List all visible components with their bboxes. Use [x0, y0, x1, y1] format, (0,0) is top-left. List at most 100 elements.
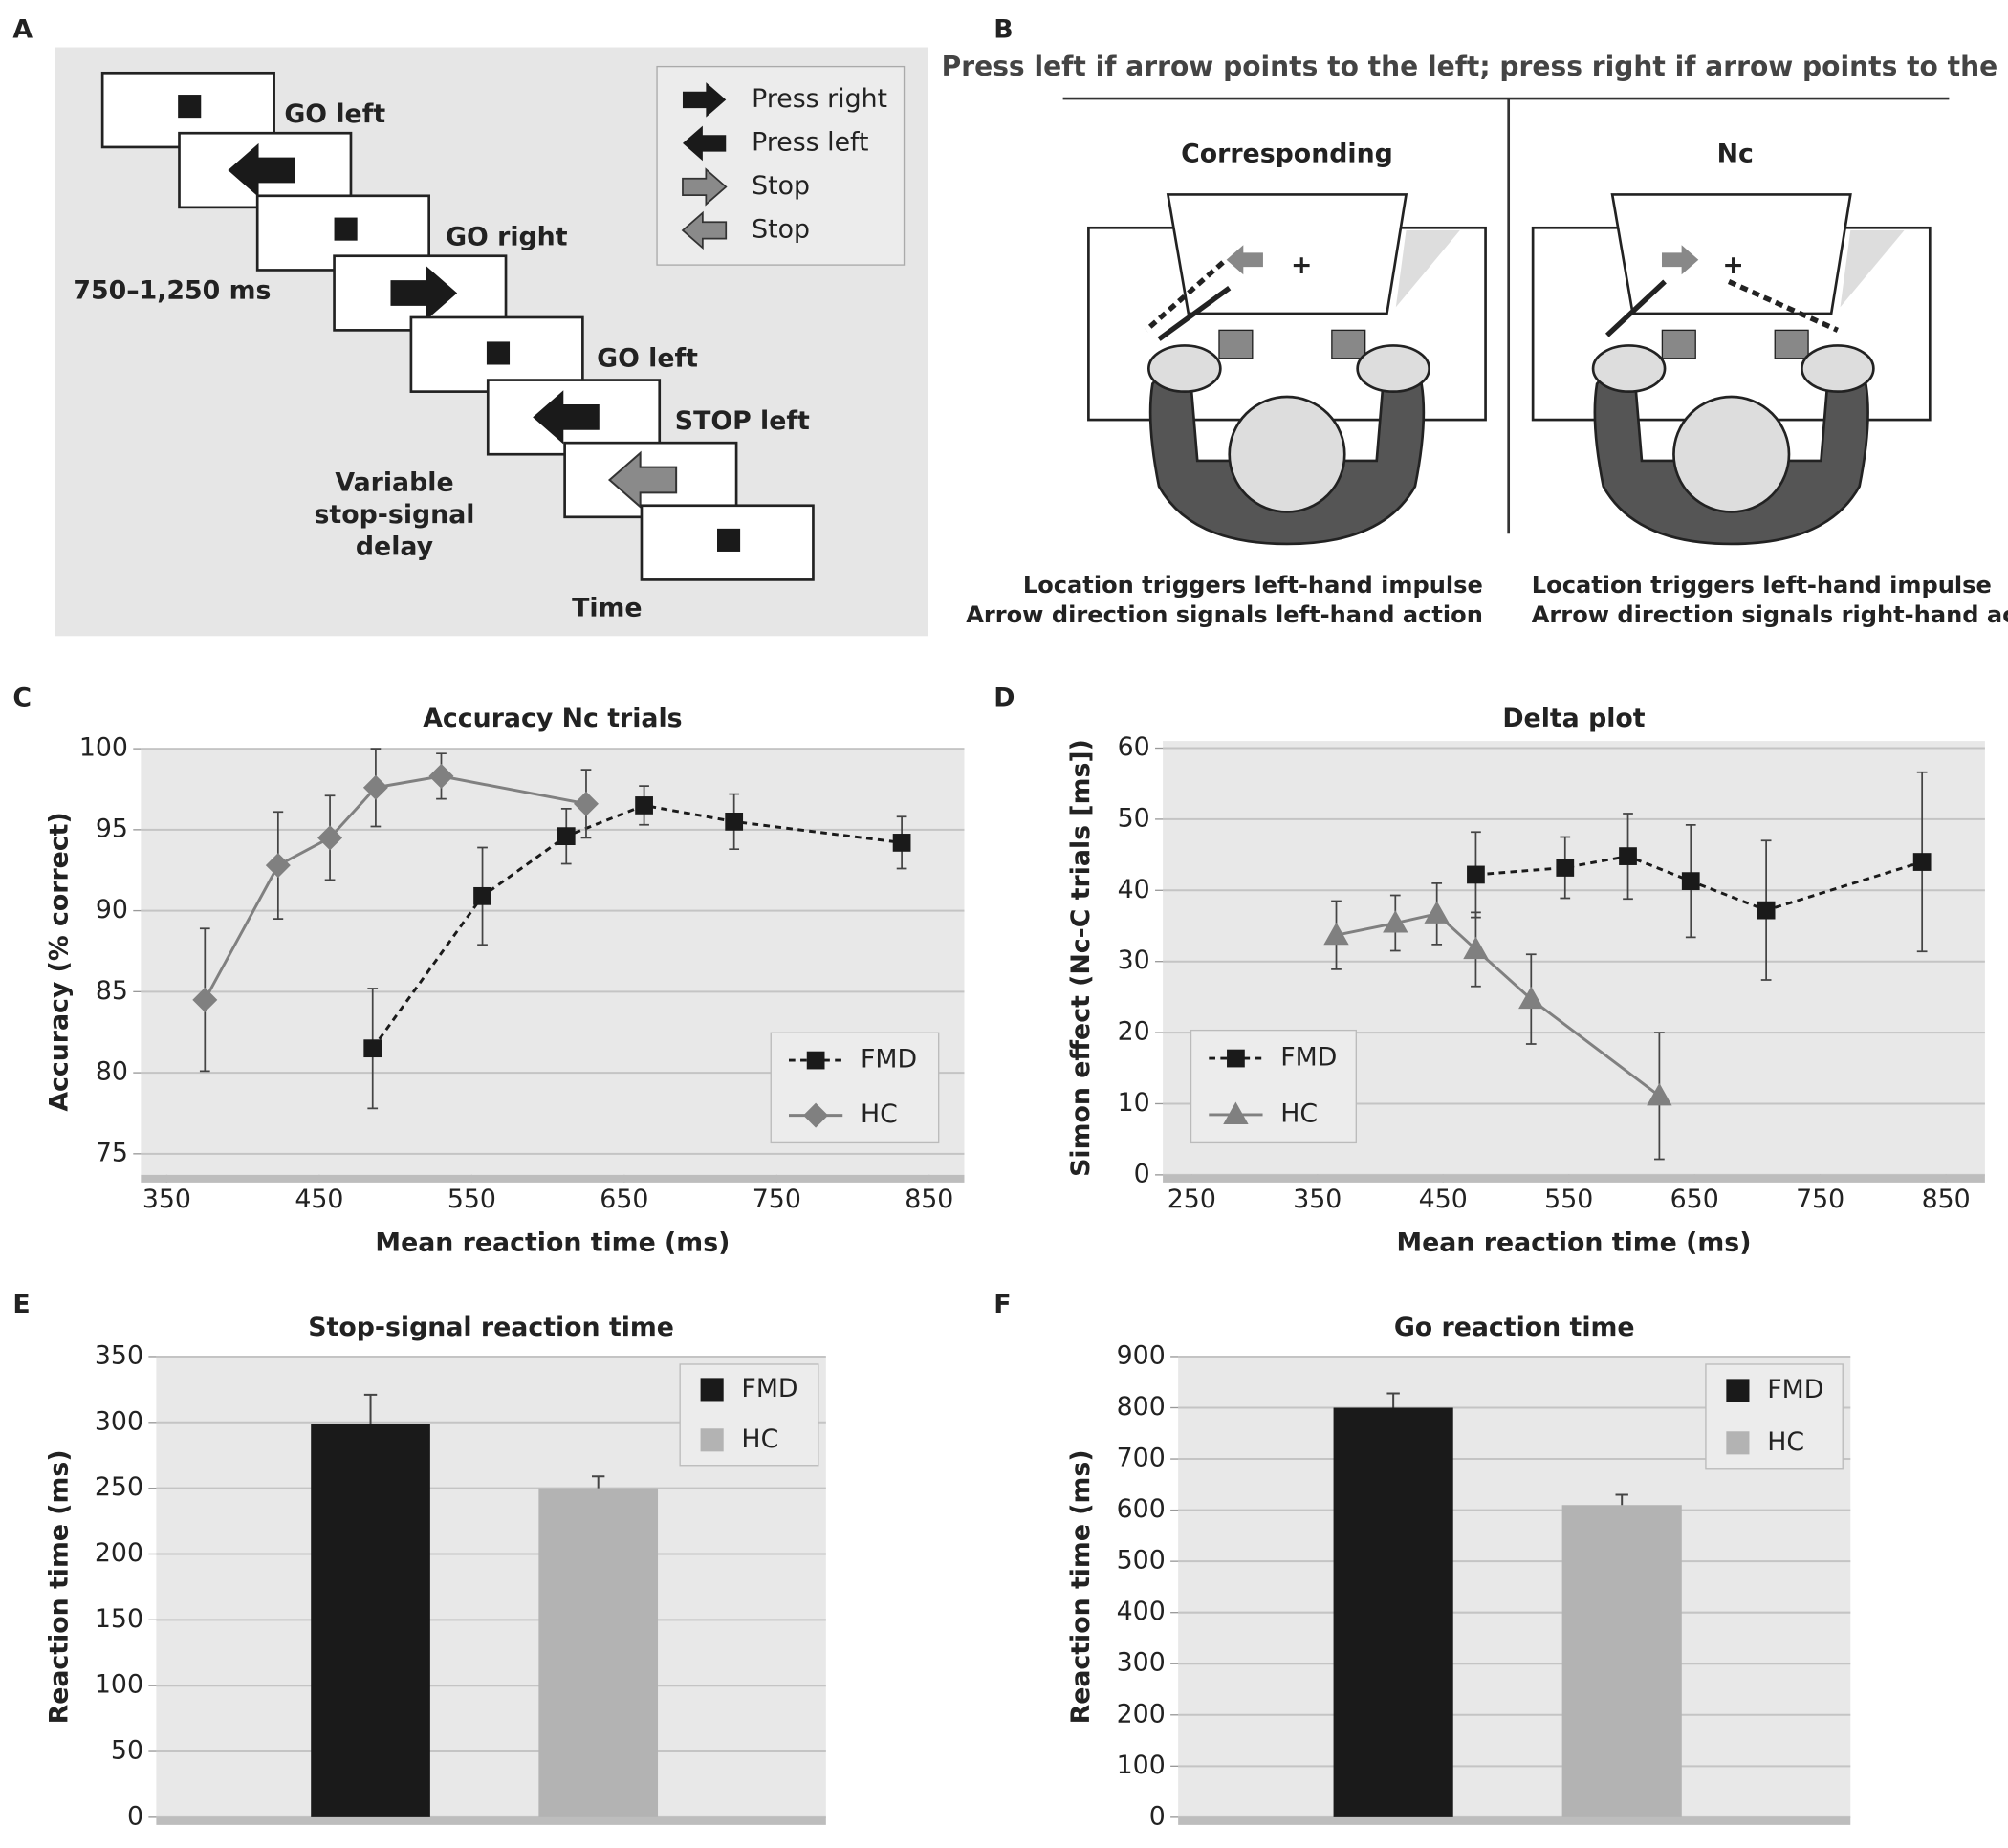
delay-label: Variable [335, 468, 453, 498]
x-tick-label: 450 [295, 1185, 343, 1214]
series-line [204, 774, 587, 1001]
bar [311, 1424, 430, 1817]
y-tick-label: 95 [96, 814, 128, 843]
legend-box [1190, 1029, 1357, 1144]
y-axis-label: Simon effect (Nc-C trials [ms]) [1066, 739, 1096, 1177]
legend-swatch [700, 1428, 724, 1452]
y-tick-label: 0 [1149, 1801, 1166, 1831]
y-tick-label: 300 [95, 1406, 143, 1436]
trial-label: GO left [284, 99, 385, 129]
panel-label: D [993, 683, 1015, 712]
fixation [717, 528, 741, 552]
time-label: Time [572, 594, 643, 623]
y-tick-label: 300 [1117, 1648, 1166, 1678]
caption: Arrow direction signals left-hand action [966, 601, 1483, 628]
series-line [1475, 855, 1923, 912]
legend-swatch [700, 1378, 724, 1402]
series-line [1336, 912, 1661, 1098]
y-axis-label: Accuracy (% correct) [44, 812, 74, 1111]
panel-label: B [993, 15, 1013, 45]
legend-text: Stop [752, 171, 810, 201]
marker [1383, 910, 1408, 933]
marker [428, 763, 454, 789]
chart-title: Delta plot [1502, 704, 1645, 733]
y-tick-label: 90 [96, 895, 128, 924]
marker [363, 1039, 382, 1058]
legend-text: HC [741, 1424, 778, 1454]
bar [538, 1488, 659, 1817]
y-tick-label: 50 [111, 1736, 143, 1766]
marker [1757, 901, 1776, 920]
x-axis-label: Mean reaction time (ms) [375, 1228, 730, 1258]
y-tick-label: 400 [1117, 1597, 1166, 1626]
x-tick-label: 850 [1922, 1185, 1971, 1214]
chart-title: Accuracy Nc trials [423, 704, 682, 733]
scene: + [1531, 193, 1932, 546]
y-tick-label: 500 [1117, 1546, 1166, 1576]
legend-text: FMD [861, 1045, 917, 1075]
marker [1323, 922, 1349, 946]
legend-text: FMD [1280, 1043, 1337, 1073]
y-tick-label: 80 [96, 1057, 128, 1087]
legend-text: Press right [752, 84, 887, 114]
y-tick-label: 150 [95, 1604, 143, 1634]
x-tick-label: 550 [447, 1185, 496, 1214]
panel-label: C [12, 683, 32, 712]
marker [635, 796, 653, 815]
svg-text:+: + [1291, 250, 1312, 280]
y-tick-label: 30 [1118, 946, 1150, 975]
x-tick-label: 250 [1168, 1185, 1216, 1214]
y-axis-label: Reaction time (ms) [44, 1449, 74, 1724]
x-tick-label: 650 [600, 1185, 648, 1214]
marker [557, 827, 576, 846]
chart-title: Go reaction time [1394, 1313, 1635, 1342]
delay-label: stop-signal [315, 500, 475, 530]
legend-swatch [1726, 1379, 1750, 1402]
y-tick-label: 100 [79, 733, 128, 763]
legend-marker [1223, 1101, 1249, 1124]
legend-marker [1227, 1049, 1245, 1068]
caption: Arrow direction signals right-hand actio… [1532, 601, 2008, 628]
condition-title: Nc [1717, 139, 1754, 168]
y-tick-label: 250 [95, 1472, 143, 1502]
marker [1619, 847, 1637, 865]
x-tick-label: 750 [753, 1185, 801, 1214]
svg-text:+: + [1722, 250, 1743, 280]
x-tick-label: 350 [1293, 1185, 1342, 1214]
marker [317, 825, 343, 851]
y-tick-label: 200 [95, 1538, 143, 1568]
y-axis-label: Reaction time (ms) [1066, 1449, 1096, 1724]
fixation [334, 217, 358, 241]
chart: Delta plot Simon effect (Nc-C trials [ms]… [1066, 704, 1985, 1258]
interval-label: 750–1,250 ms [73, 276, 271, 306]
legend-text: HC [1280, 1098, 1318, 1128]
marker [265, 853, 291, 879]
trial-label: GO right [446, 222, 568, 251]
marker [1681, 872, 1700, 890]
marker [1912, 853, 1932, 871]
y-tick-label: 75 [96, 1138, 128, 1167]
legend-text: FMD [741, 1374, 797, 1403]
x-tick-label: 850 [905, 1185, 953, 1214]
panel-label: F [993, 1290, 1011, 1319]
y-tick-label: 60 [1118, 732, 1150, 762]
y-tick-label: 350 [95, 1340, 143, 1370]
chart: Go reaction time Reaction time (ms) 0 100 20… [1066, 1313, 1851, 1831]
x-tick-label: 750 [1796, 1185, 1844, 1214]
y-tick-label: 200 [1117, 1699, 1166, 1728]
bar [1333, 1407, 1453, 1817]
marker [725, 813, 744, 831]
marker [362, 774, 388, 800]
y-tick-label: 50 [1118, 803, 1150, 833]
y-tick-label: 20 [1118, 1017, 1150, 1047]
trial-label: STOP left [675, 406, 810, 436]
x-tick-label: 650 [1670, 1185, 1719, 1214]
error-bar [1386, 1392, 1400, 1408]
panel-label: A [12, 15, 33, 45]
legend-text: Press left [752, 127, 868, 157]
error-bar [363, 1393, 378, 1424]
x-axis-label: Mean reaction time (ms) [1397, 1228, 1752, 1258]
marker [573, 791, 599, 816]
marker [1467, 865, 1485, 884]
